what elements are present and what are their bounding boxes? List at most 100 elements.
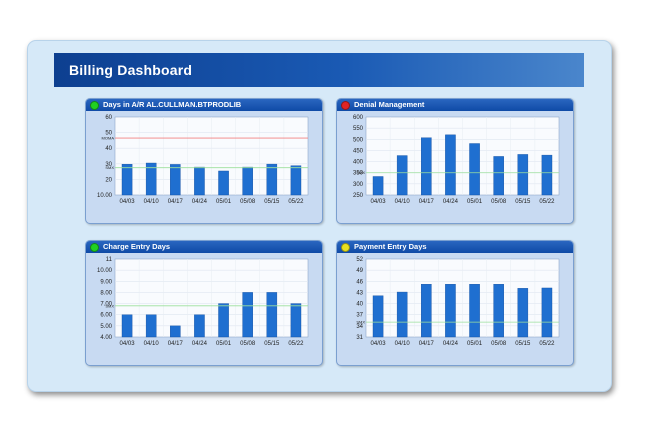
y-tick-label: 250 [353,193,364,199]
panel-header: Denial Management [337,99,573,111]
y-tick-label: 500 [353,137,364,143]
x-tick-label: 04/03 [120,341,136,347]
bar [242,166,253,196]
y-tick-label: 40 [105,146,112,152]
x-tick-label: 04/24 [192,341,208,347]
bar [266,292,278,338]
y-tick-label: 350 [353,171,364,177]
panel-payment-entry-days[interactable]: Payment Entry Days 52 49 46 43 40 37 34 31 04/03… [336,240,574,366]
x-tick-label: 05/01 [216,341,232,347]
y-tick-label: 49 [356,268,363,274]
x-tick-label: 05/01 [467,341,483,347]
dashboard-frame: Billing Dashboard Days in A/R AL.CULLMAN… [27,40,612,392]
x-tick-label: 04/10 [395,199,411,205]
y-tick-label: 9.00 [100,279,112,285]
x-tick-label: 05/15 [264,199,280,205]
y-tick-label: 300 [353,182,364,188]
y-tick-label: 10.00 [97,268,113,274]
bar [290,165,302,196]
y-tick-label: 52 [356,257,363,263]
x-tick-label: 05/22 [288,341,304,347]
x-tick-label: 05/15 [264,341,280,347]
bar [170,325,181,338]
bar [194,314,205,338]
x-tick-label: 04/17 [419,199,435,205]
chart-payment-entry-days: 52 49 46 43 40 37 34 31 04/03 04/10 04/17 04/24 05/0… [356,257,560,347]
y-tick-label: 7.00 [100,302,112,308]
bar [493,284,504,338]
x-tick-label: 04/03 [371,199,387,205]
dashboard-title-bar: Billing Dashboard [54,53,584,87]
bar [145,162,157,196]
y-tick-label: 450 [353,148,364,154]
reference-line-label: MOMA [102,136,115,141]
panel-header: Payment Entry Days [337,241,573,253]
status-indicator-icon [341,101,350,110]
bar [396,291,408,338]
dashboard-title: Billing Dashboard [69,62,193,78]
x-tick-label: 04/10 [144,199,160,205]
x-tick-label: 05/08 [491,199,507,205]
bar [396,155,408,196]
bar [469,284,480,338]
y-tick-label: 20 [105,177,112,183]
panel-charge-entry-days[interactable]: Charge Entry Days 11 10.00 9.00 8.00 7.00 6.0… [85,240,323,366]
panel-denial-management[interactable]: Denial Management 600 550 500 450 400 350 300 2… [336,98,574,224]
y-tick-label: 600 [353,115,364,121]
y-tick-label: 31 [356,335,363,341]
reference-line-label: SMX [356,170,365,175]
reference-line-label: SMX [105,303,114,308]
y-tick-label: 5.00 [100,324,112,330]
x-tick-label: 05/08 [491,341,507,347]
reference-line-label: SMX [356,320,365,325]
reference-line-label: SMX [105,165,114,170]
panel-days-in-ar[interactable]: Days in A/R AL.CULLMAN.BTPRODLIB 60 50 40 3… [85,98,323,224]
y-tick-label: 46 [356,279,363,285]
x-tick-label: 04/24 [443,341,459,347]
status-indicator-icon [341,243,350,252]
x-tick-label: 04/17 [168,199,184,205]
x-tick-label: 04/17 [168,341,184,347]
x-tick-label: 05/08 [240,199,256,205]
x-tick-label: 04/17 [419,341,435,347]
bar [541,154,553,196]
bar [218,303,229,338]
y-tick-label: 4.00 [100,335,112,341]
bar [372,176,384,196]
chart-days-in-ar: 60 50 40 30 20 10.00 04/03 04/10 04/17 04/24 05/01… [97,115,309,205]
status-indicator-icon [90,101,99,110]
y-tick-label: 34 [356,324,363,330]
bar [517,288,529,338]
y-tick-label: 30 [105,162,112,168]
status-indicator-icon [90,243,99,252]
panel-title: Payment Entry Days [354,242,427,251]
x-tick-label: 05/22 [539,341,555,347]
y-tick-label: 400 [353,160,364,166]
bar [170,164,181,196]
panel-header: Charge Entry Days [86,241,322,253]
x-tick-label: 05/01 [467,199,483,205]
x-tick-label: 05/08 [240,341,256,347]
chart-denial-management: 600 550 500 450 400 350 300 250 04/03 04/10 04/17 0… [353,115,560,205]
bar [266,163,278,196]
bar [121,314,133,338]
bar [493,156,504,196]
x-tick-label: 04/10 [144,341,160,347]
bar [445,284,456,338]
x-tick-label: 04/10 [395,341,411,347]
bar [218,170,229,196]
y-tick-label: 11 [106,257,113,263]
y-tick-label: 43 [356,290,363,296]
bar [121,164,133,196]
x-tick-label: 04/03 [371,341,387,347]
y-tick-label: 60 [105,115,112,121]
y-tick-label: 40 [356,302,363,308]
y-tick-label: 6.00 [100,313,112,319]
bar [372,295,384,338]
bar [445,134,456,196]
bar [290,303,302,338]
bar [194,166,205,196]
bar [541,287,553,338]
y-tick-label: 37 [356,313,363,319]
x-tick-label: 05/15 [515,341,531,347]
